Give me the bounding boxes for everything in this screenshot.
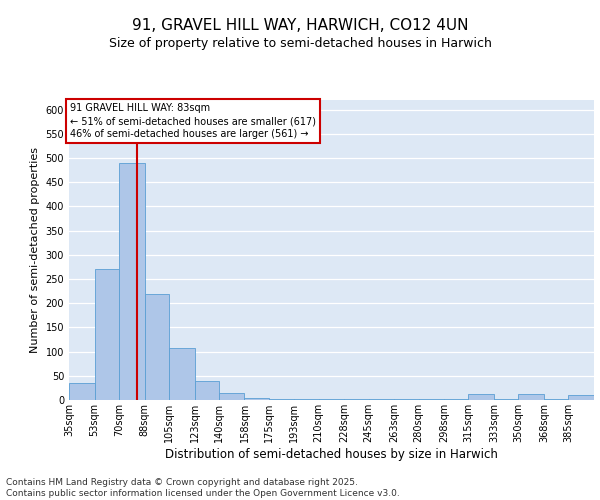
Text: Contains HM Land Registry data © Crown copyright and database right 2025.
Contai: Contains HM Land Registry data © Crown c… <box>6 478 400 498</box>
Text: 91, GRAVEL HILL WAY, HARWICH, CO12 4UN: 91, GRAVEL HILL WAY, HARWICH, CO12 4UN <box>132 18 468 32</box>
Text: 91 GRAVEL HILL WAY: 83sqm
← 51% of semi-detached houses are smaller (617)
46% of: 91 GRAVEL HILL WAY: 83sqm ← 51% of semi-… <box>70 103 316 140</box>
X-axis label: Distribution of semi-detached houses by size in Harwich: Distribution of semi-detached houses by … <box>165 448 498 460</box>
Bar <box>544 399 568 400</box>
Bar <box>344 399 368 400</box>
Bar <box>119 163 145 400</box>
Bar <box>269 398 295 400</box>
Bar <box>145 294 169 400</box>
Bar <box>368 399 394 400</box>
Y-axis label: Number of semi-detached properties: Number of semi-detached properties <box>30 147 40 353</box>
Bar <box>469 394 494 400</box>
Bar <box>295 398 319 400</box>
Bar <box>194 380 219 400</box>
Bar <box>319 399 344 400</box>
Bar <box>69 383 95 400</box>
Bar <box>95 270 119 400</box>
Bar <box>494 399 518 400</box>
Bar <box>444 399 469 400</box>
Text: Size of property relative to semi-detached houses in Harwich: Size of property relative to semi-detach… <box>109 38 491 51</box>
Bar <box>394 399 419 400</box>
Bar <box>518 394 544 400</box>
Bar <box>244 398 269 400</box>
Bar <box>419 399 444 400</box>
Bar <box>169 348 194 400</box>
Bar <box>219 392 244 400</box>
Bar <box>568 395 594 400</box>
